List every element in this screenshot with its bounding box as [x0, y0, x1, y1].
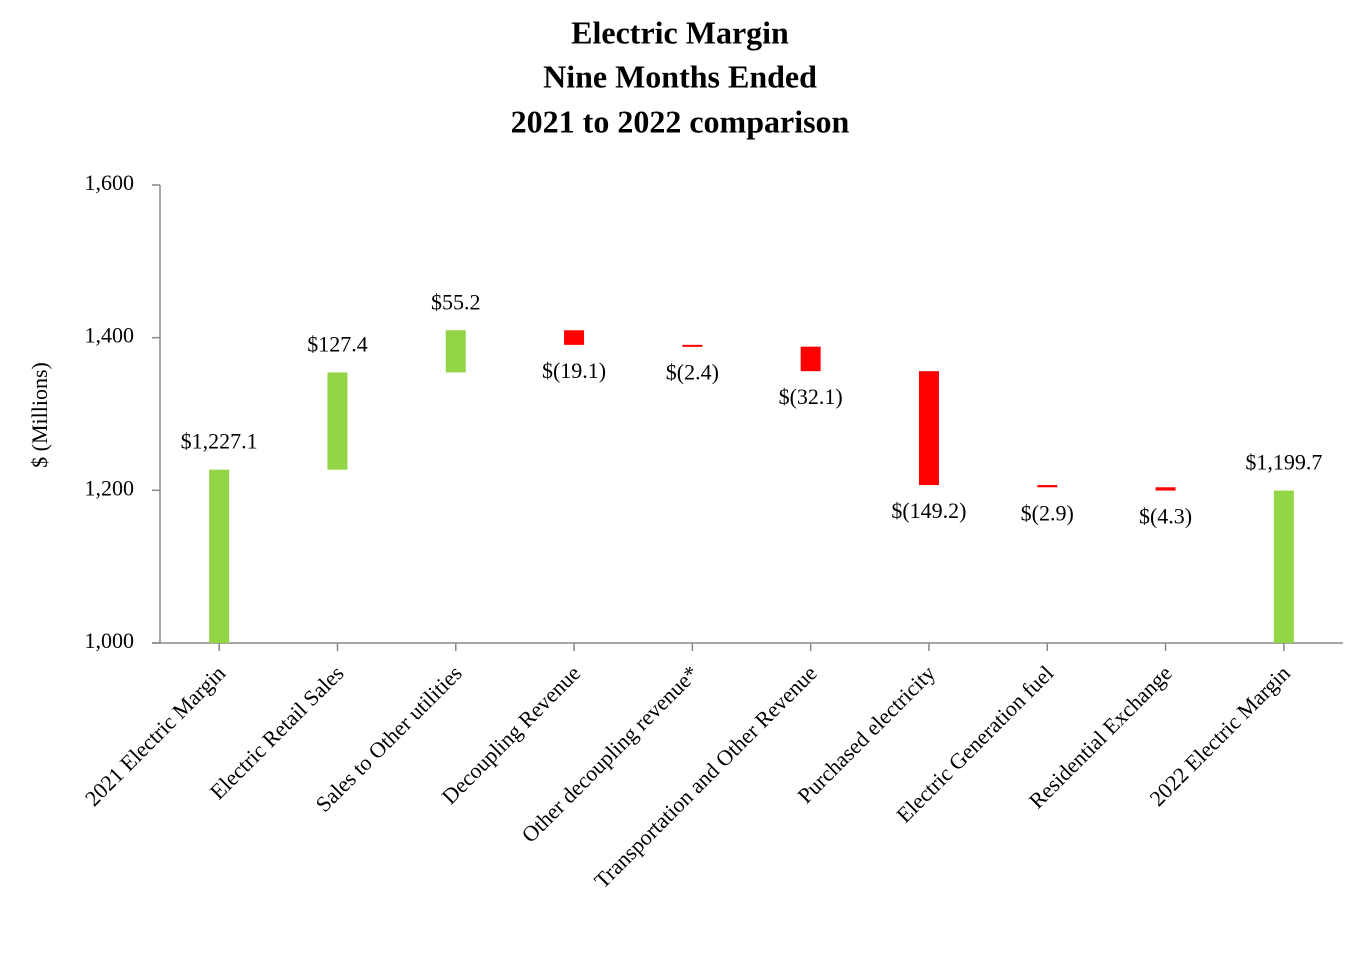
bar	[682, 344, 703, 347]
y-tick-label: 1,400	[85, 323, 135, 348]
data-label: $(2.4)	[666, 360, 719, 385]
bar	[918, 371, 939, 486]
bar	[1155, 487, 1176, 491]
bar	[1273, 490, 1294, 643]
x-tick-label: Transportation and Other Revenue	[589, 660, 822, 893]
chart-title: 2021 to 2022 comparison	[511, 103, 850, 139]
data-label: $(19.1)	[542, 358, 606, 383]
data-label: $(32.1)	[779, 384, 843, 409]
bar	[327, 372, 348, 470]
bar	[800, 346, 821, 372]
data-label: $(2.9)	[1021, 500, 1074, 525]
data-label: $(149.2)	[891, 498, 966, 523]
data-label: $1,199.7	[1245, 450, 1322, 475]
data-label: $127.4	[307, 331, 368, 356]
chart-title: Nine Months Ended	[543, 58, 817, 94]
bar	[1037, 485, 1058, 488]
data-label: $(4.3)	[1139, 504, 1192, 529]
bar	[564, 330, 585, 345]
bar	[445, 330, 466, 373]
y-tick-label: 1,200	[85, 475, 135, 500]
data-label: $1,227.1	[181, 429, 258, 454]
data-label: $55.2	[431, 289, 481, 314]
y-axis-label: $ (Millions)	[27, 362, 52, 468]
chart-title: Electric Margin	[571, 14, 789, 50]
bar	[209, 469, 230, 643]
y-tick-label: 1,600	[85, 170, 135, 195]
y-tick-label: 1,000	[85, 628, 135, 653]
